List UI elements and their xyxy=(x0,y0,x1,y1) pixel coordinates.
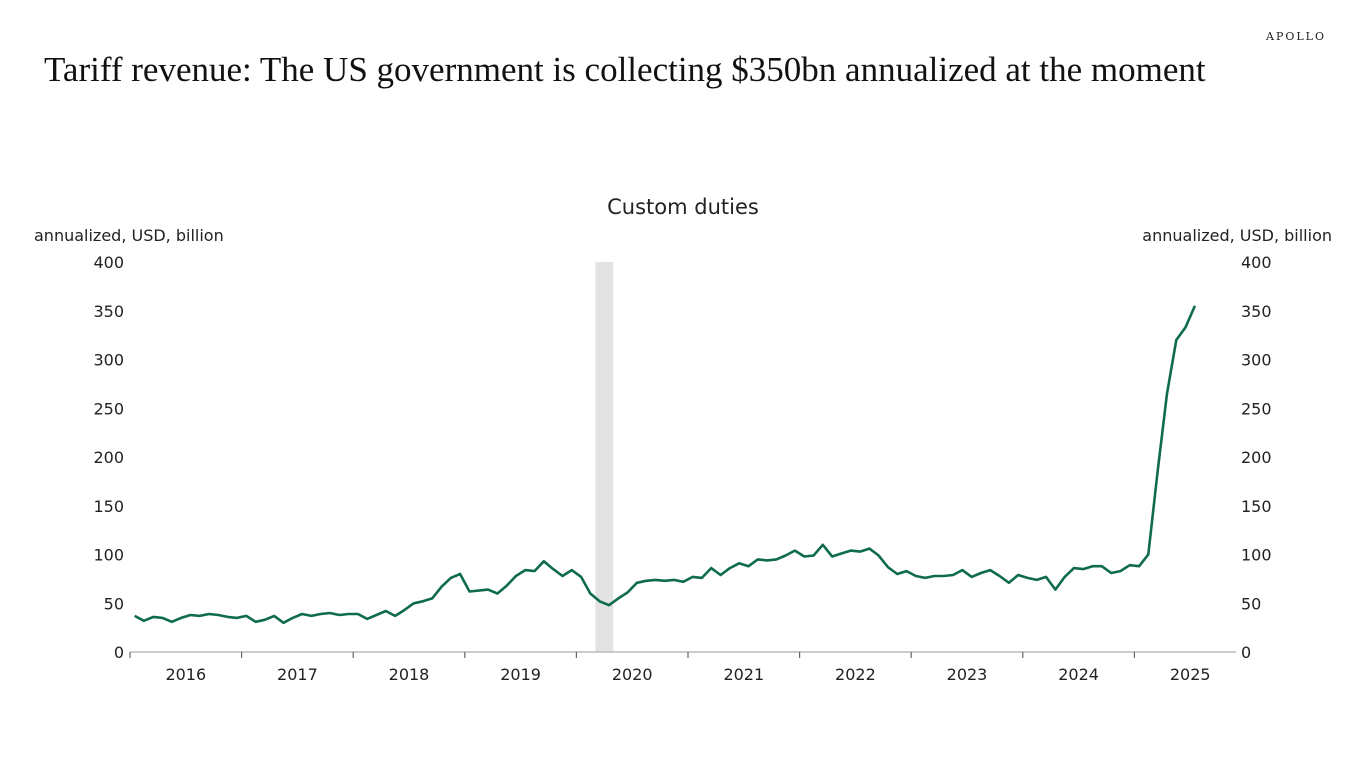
y-tick-label-right: 400 xyxy=(1241,253,1272,272)
recession-band xyxy=(595,262,614,652)
y-tick-label-left: 350 xyxy=(93,302,124,321)
y-tick-label-right: 200 xyxy=(1241,448,1272,467)
y-tick-label-left: 150 xyxy=(93,497,124,516)
y-tick-label-right: 100 xyxy=(1241,546,1272,565)
y-tick-label-left: 400 xyxy=(93,253,124,272)
chart-title: Custom duties xyxy=(607,195,759,219)
x-tick-label: 2019 xyxy=(500,665,541,684)
x-tick-label: 2018 xyxy=(389,665,430,684)
x-tick-label: 2021 xyxy=(723,665,764,684)
y-tick-label-left: 200 xyxy=(93,448,124,467)
x-tick-label: 2023 xyxy=(947,665,988,684)
page-title: Tariff revenue: The US government is col… xyxy=(44,50,1206,89)
y-tick-label-right: 250 xyxy=(1241,399,1272,418)
y-tick-label-left: 50 xyxy=(104,594,124,613)
y-tick-label-left: 0 xyxy=(114,643,124,662)
y-tick-label-right: 300 xyxy=(1241,351,1272,370)
y-tick-label-right: 350 xyxy=(1241,302,1272,321)
y-tick-label-left: 300 xyxy=(93,351,124,370)
apollo-logo: APOLLO xyxy=(1266,30,1326,43)
x-tick-label: 2020 xyxy=(612,665,653,684)
x-tick-label: 2024 xyxy=(1058,665,1099,684)
y-tick-label-right: 150 xyxy=(1241,497,1272,516)
x-tick-label: 2017 xyxy=(277,665,318,684)
y-axis-label-left: annualized, USD, billion xyxy=(34,226,224,245)
x-tick-label: 2025 xyxy=(1170,665,1211,684)
y-tick-label-right: 0 xyxy=(1241,643,1251,662)
y-tick-label-left: 250 xyxy=(93,399,124,418)
series-line-custom-duties xyxy=(134,305,1197,625)
y-tick-label-left: 100 xyxy=(93,546,124,565)
y-axis-label-right: annualized, USD, billion xyxy=(1142,226,1332,245)
x-tick-label: 2016 xyxy=(165,665,206,684)
x-tick-label: 2022 xyxy=(835,665,876,684)
y-tick-label-right: 50 xyxy=(1241,594,1261,613)
